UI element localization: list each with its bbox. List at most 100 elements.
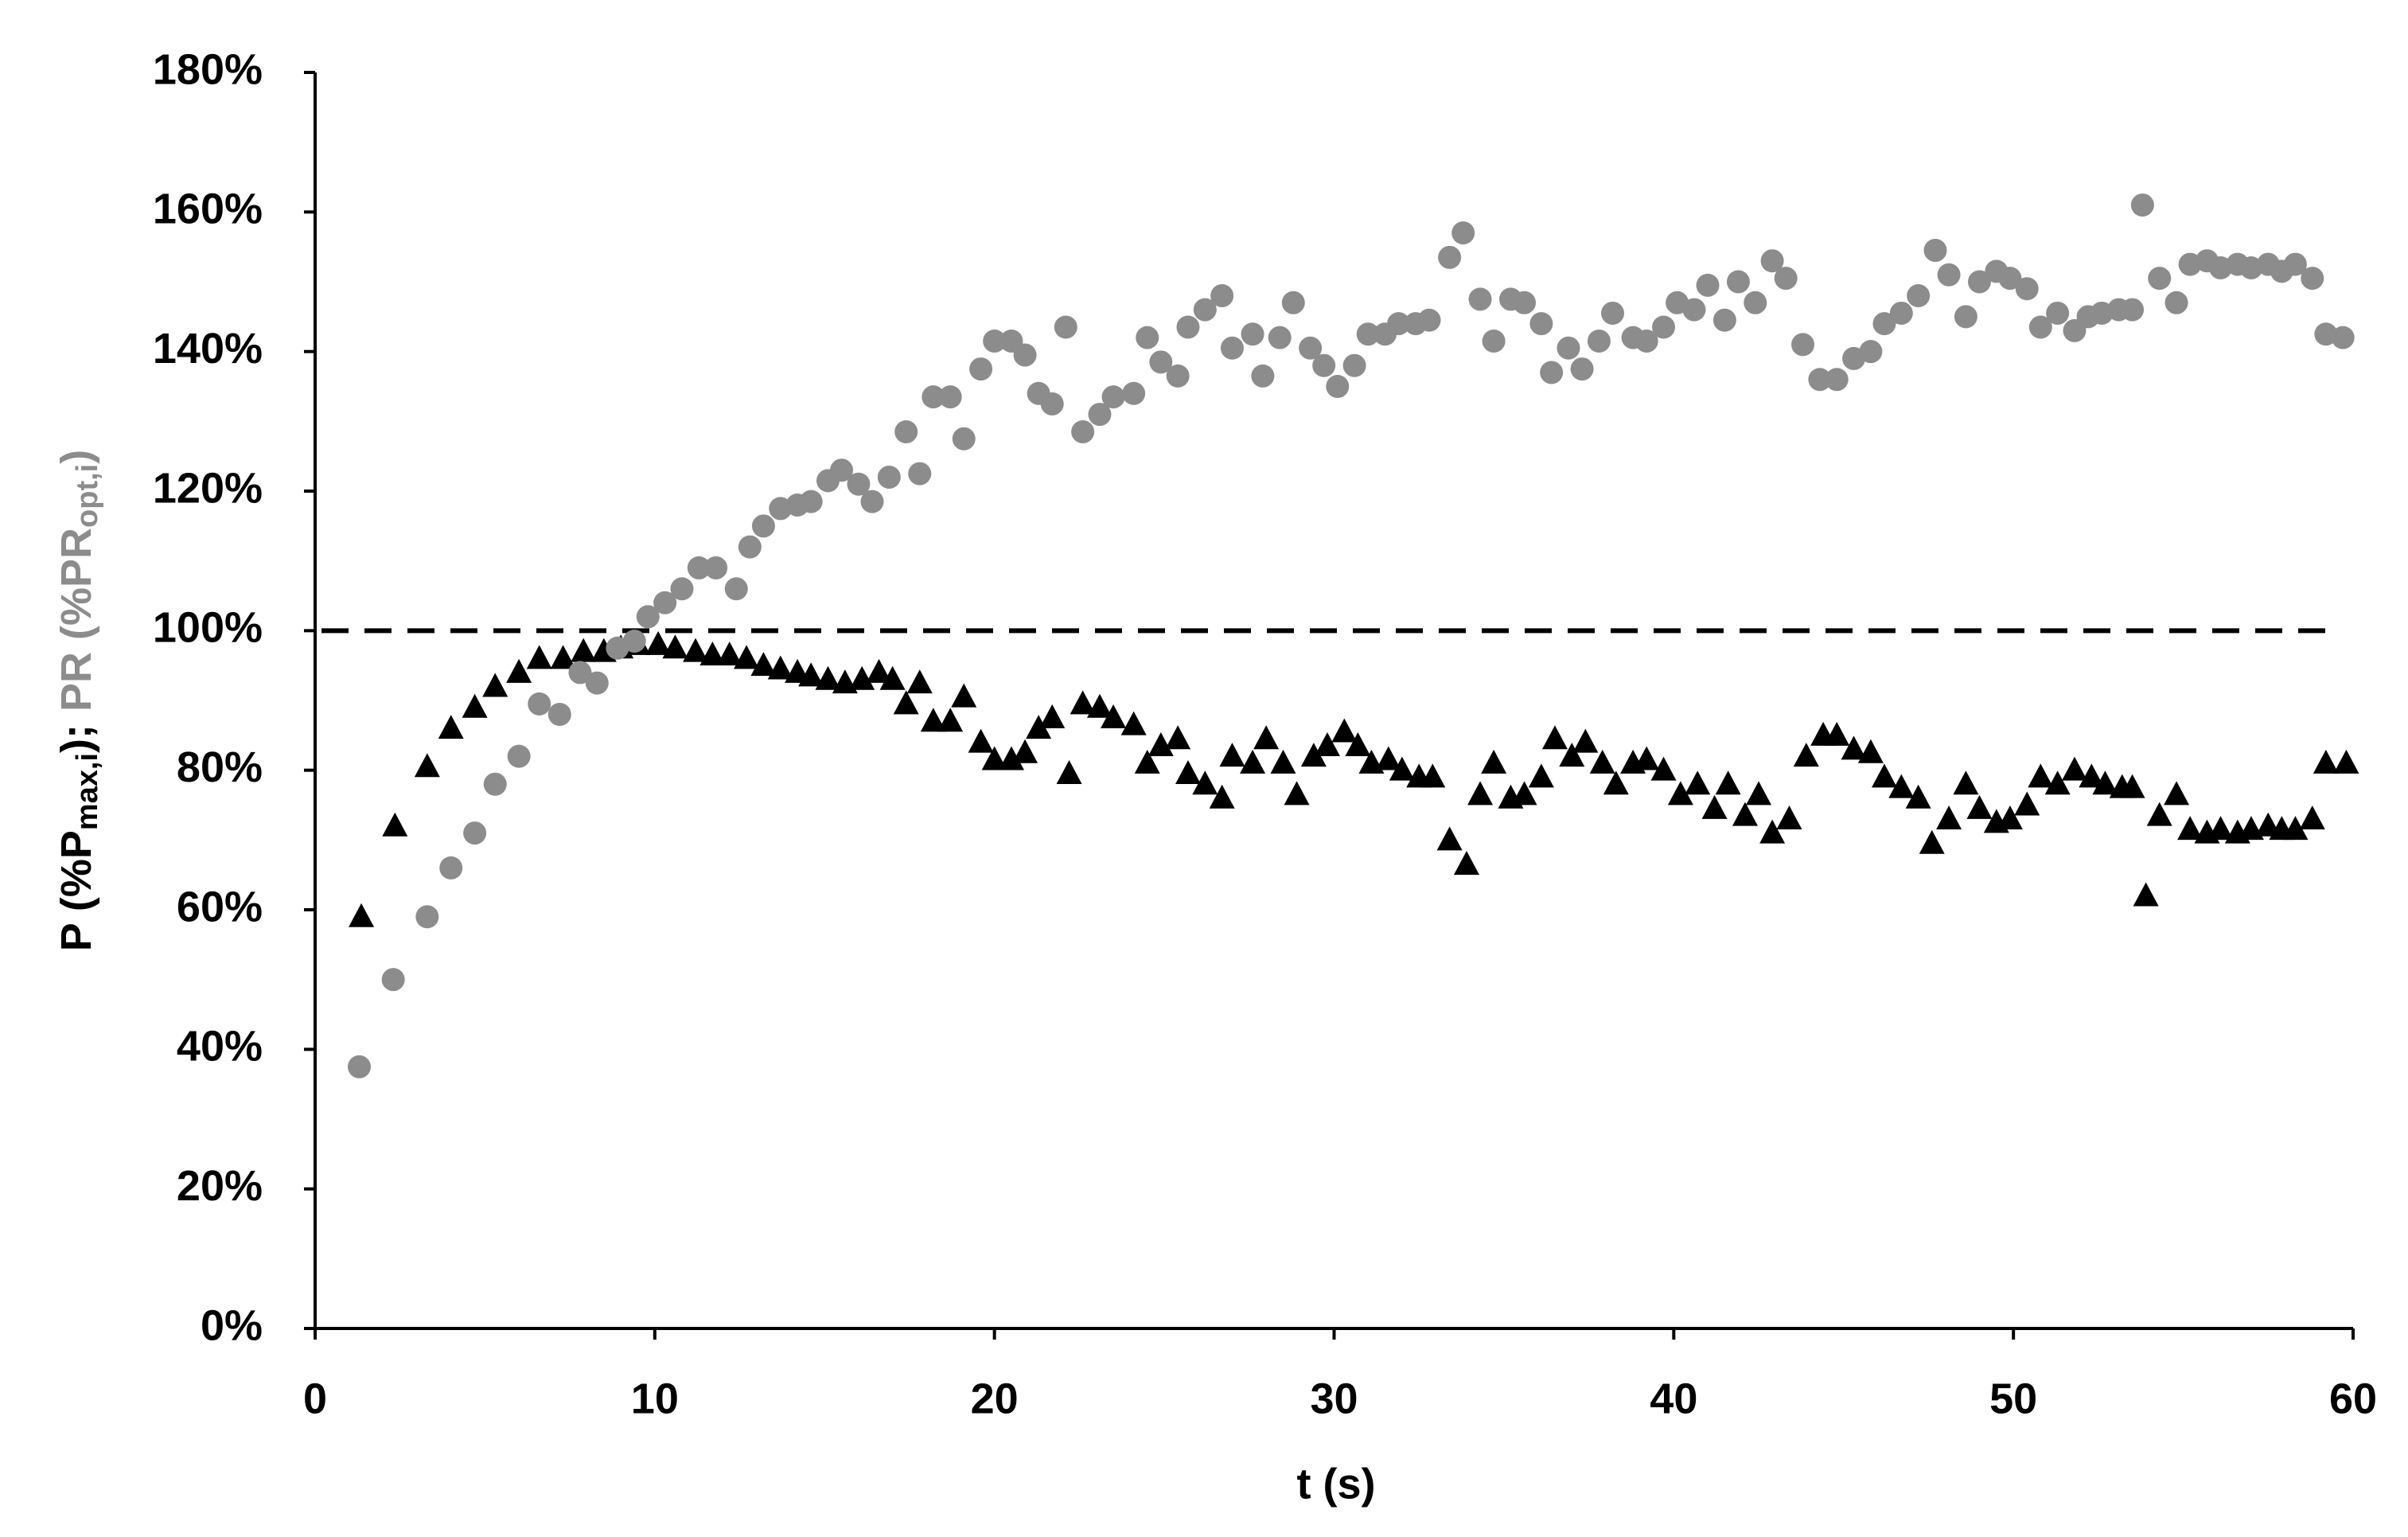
triangle-marker [1732,802,1758,826]
triangle-marker [1715,770,1741,795]
triangle-marker [879,665,906,690]
circle-marker [724,577,748,601]
y-tick-label: 20% [177,1162,263,1210]
triangle-marker [2014,791,2040,816]
circle-marker [1635,330,1658,353]
triangle-marker [1026,715,1052,739]
triangle-marker [2164,781,2190,806]
circle-marker [1587,330,1611,353]
triangle-marker [1453,851,1479,876]
triangle-marker [1603,770,1629,795]
triangle-marker [1936,806,1962,830]
y-tick-label: 100% [153,604,263,652]
circle-marker [751,514,775,538]
circle-marker [1726,270,1750,294]
y-axis-label: P (%Pmax,i); PR (%PRopt,i) [53,450,104,951]
y-tick-label: 40% [177,1023,263,1071]
triangle-marker [414,753,440,778]
triangle-marker [1759,819,1786,844]
triangle-marker [1841,735,1867,760]
triangle-marker [968,728,994,753]
triangle-marker [1905,784,1931,809]
circle-marker [830,458,854,482]
circle-marker [908,462,932,486]
circle-marker [483,772,507,796]
triangle-marker [699,642,726,666]
triangle-marker [1919,829,1945,854]
triangle-marker [1101,704,1127,728]
triangle-marker [1559,743,1585,767]
triangle-marker [1572,728,1599,753]
circle-marker [687,556,711,579]
triangle-marker [849,665,875,690]
triangle-marker [2333,749,2359,774]
y-tick-label: 140% [153,325,263,373]
circle-marker [528,692,551,716]
circle-marker [1859,340,1883,364]
circle-marker [1040,392,1064,415]
circle-marker [1210,284,1234,308]
circle-marker [1101,385,1125,409]
triangle-marker [937,708,964,732]
triangle-marker [1793,743,1819,767]
triangle-marker [2146,802,2172,826]
circle-marker [1054,315,1077,339]
x-tick-label: 30 [1310,1375,1358,1422]
triangle-marker [1746,781,1772,806]
circle-marker [1513,291,1537,314]
y-tick-label: 160% [153,185,263,233]
circle-marker [1251,364,1275,388]
triangle-marker [981,746,1007,770]
circle-marker [1122,381,1146,405]
triangle-marker [349,903,375,927]
triangle-marker [462,693,488,718]
y-tick-label: 120% [153,464,263,512]
circle-marker [704,556,728,579]
circle-marker [1176,315,1200,339]
circle-marker [1193,298,1217,322]
circle-marker [1281,291,1305,314]
triangle-marker [1240,749,1266,774]
triangle-marker [1120,711,1147,735]
triangle-marker [1389,756,1415,781]
circle-marker [1326,375,1350,398]
y-label-subscript: opt,i [71,464,104,528]
triangle-marker [1436,826,1463,851]
triangle-marker [1175,760,1201,785]
triangle-marker [1776,806,1802,830]
circle-marker [2130,193,2154,217]
y-tick-label: 0% [201,1301,263,1349]
circle-marker [1744,291,1767,314]
x-tick-label: 50 [1989,1375,2037,1422]
circle-marker [585,671,609,695]
circle-marker [860,490,884,513]
triangle-marker [1685,770,1711,795]
triangle-marker [1541,725,1568,750]
triangle-marker [1253,725,1280,750]
triangle-marker [734,645,760,669]
triangle-marker [1528,763,1554,788]
triangle-marker [482,673,508,697]
triangle-marker [1134,749,1160,774]
circle-marker [1220,336,1244,360]
triangle-marker [1701,794,1728,819]
y-tick-label: 60% [177,883,263,930]
circle-marker [1540,361,1564,384]
triangle-marker [1056,760,1082,785]
triangle-marker [683,638,709,662]
circle-marker [1166,364,1190,388]
y-tick-label: 80% [177,743,263,791]
circle-marker [2028,315,2052,339]
x-tick-label: 20 [971,1375,1019,1422]
triangle-marker [1650,756,1677,781]
triangle-marker [1481,749,1507,774]
circle-marker [2283,252,2307,276]
circle-marker [1774,267,1798,291]
circle-marker [1825,368,1849,392]
triangle-marker [550,645,576,669]
circle-marker [1791,333,1815,357]
circle-marker [1682,298,1706,322]
triangle-marker [1634,746,1660,770]
triangle-marker [2061,756,2087,781]
circle-marker [877,465,901,489]
